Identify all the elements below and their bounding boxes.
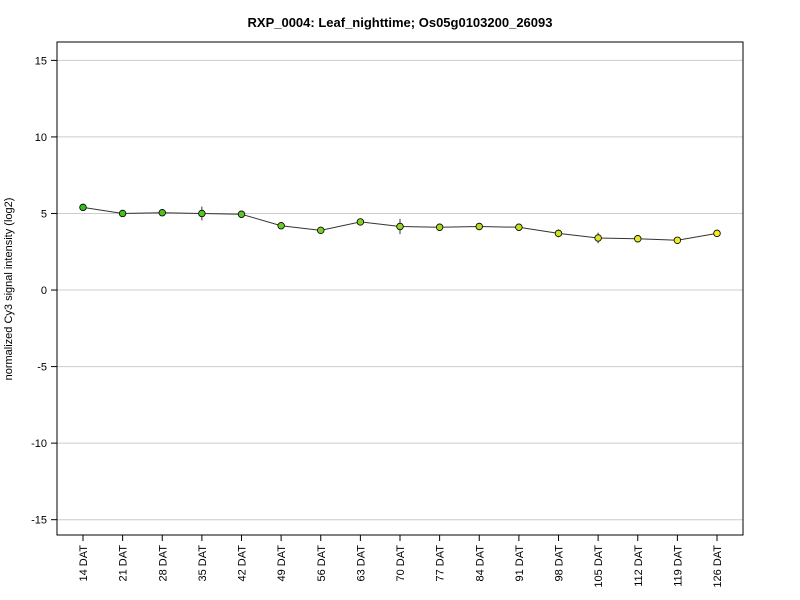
data-point bbox=[554, 229, 563, 238]
data-point bbox=[396, 222, 404, 231]
data-point bbox=[237, 210, 246, 218]
data-point bbox=[594, 234, 602, 242]
x-tick-label: 119 DAT bbox=[672, 545, 684, 587]
y-tick-label: 15 bbox=[35, 55, 47, 67]
x-tick-label: 98 DAT bbox=[554, 545, 566, 582]
x-tick-label: 105 DAT bbox=[593, 545, 605, 588]
x-tick-label: 70 DAT bbox=[395, 545, 407, 582]
x-tick-label: 126 DAT bbox=[712, 545, 724, 588]
x-tick-label: 91 DAT bbox=[514, 545, 526, 582]
y-tick-label: 5 bbox=[41, 208, 47, 220]
data-point bbox=[435, 223, 444, 231]
y-tick-label: -5 bbox=[37, 362, 47, 374]
data-point bbox=[713, 229, 721, 238]
x-tick-label: 28 DAT bbox=[157, 545, 169, 582]
data-point bbox=[79, 203, 87, 212]
x-tick-label: 56 DAT bbox=[316, 545, 328, 582]
x-tick-label: 77 DAT bbox=[435, 545, 447, 582]
x-tick-label: 35 DAT bbox=[197, 545, 209, 582]
chart-title: RXP_0004: Leaf_nighttime; Os05g0103200_2… bbox=[248, 15, 553, 30]
plot-border bbox=[56, 41, 744, 536]
data-point bbox=[118, 209, 127, 218]
data-point bbox=[198, 209, 206, 218]
y-tick-label: 0 bbox=[41, 285, 47, 297]
x-tick-label: 21 DAT bbox=[118, 545, 130, 582]
data-point bbox=[356, 218, 365, 226]
data-point bbox=[277, 222, 285, 230]
data-point bbox=[634, 235, 642, 243]
x-axis: 14 DAT 21 DAT 28 DAT 35 DAT 42 DAT 49 DAT 56 D… bbox=[78, 535, 724, 588]
data-point bbox=[475, 222, 483, 231]
data-point bbox=[673, 236, 682, 244]
grid-lines bbox=[57, 59, 743, 521]
x-tick-label: 112 DAT bbox=[633, 545, 645, 587]
x-tick-label: 42 DAT bbox=[237, 545, 249, 582]
y-axis: 15 10 5 0 -5 -10 -15 bbox=[31, 55, 57, 527]
x-tick-label: 63 DAT bbox=[355, 545, 367, 582]
data-points bbox=[79, 203, 721, 244]
data-point bbox=[515, 223, 523, 231]
y-tick-label: -10 bbox=[31, 438, 47, 450]
y-tick-label: 10 bbox=[35, 132, 47, 144]
x-tick-label: 84 DAT bbox=[474, 545, 486, 582]
y-tick-label: -15 bbox=[31, 515, 47, 527]
y-axis-label: normalized Cy3 signal intensity (log2) bbox=[3, 198, 15, 381]
x-tick-label: 14 DAT bbox=[78, 545, 90, 582]
x-tick-label: 49 DAT bbox=[276, 545, 288, 582]
data-point bbox=[317, 226, 325, 235]
data-point bbox=[158, 209, 166, 217]
